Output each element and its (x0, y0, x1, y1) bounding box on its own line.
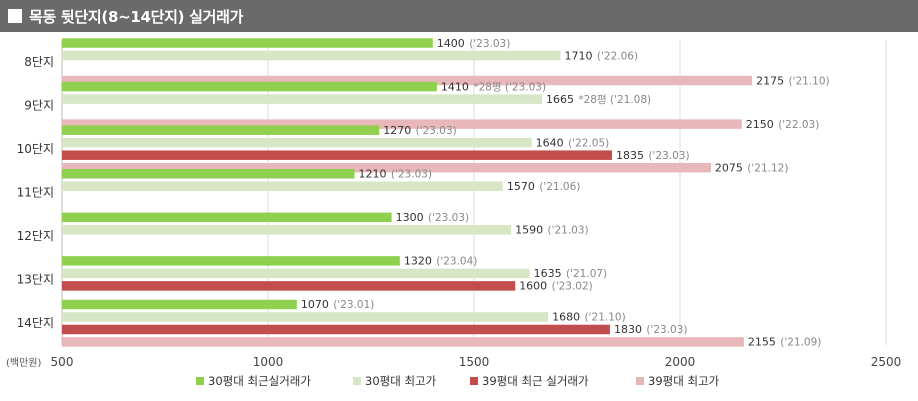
date-note-2-5: ('21.03) (547, 225, 588, 237)
bar-1-7 (62, 299, 297, 310)
bar-2-2 (62, 94, 542, 104)
value-label-2-2: 1665 (546, 93, 574, 106)
category-label-5: 12단지 (17, 229, 54, 243)
date-note-1-3: ('23.03) (416, 125, 457, 137)
x-tick-label-500: 500 (51, 355, 74, 369)
x-tick-label-1500: 1500 (459, 355, 490, 369)
date-note-1-2: *28평 ('23.03) (473, 81, 546, 93)
date-note-1-7: ('23.01) (333, 299, 374, 311)
chart-title: 목동 뒷단지(8~14단지) 실거래가 (29, 7, 244, 26)
value-label-1-3: 1270 (383, 124, 411, 137)
value-label-1-7: 1070 (301, 298, 329, 311)
date-note-4-2: ('22.03) (778, 119, 819, 131)
date-note-1-5: ('23.03) (428, 212, 469, 224)
header-bar: 목동 뒷단지(8~14단지) 실거래가 (0, 0, 918, 32)
value-label-2-4: 1570 (507, 180, 535, 193)
bar-2-5 (62, 225, 512, 235)
bar-1-3 (62, 125, 380, 135)
category-label-2: 9단지 (24, 98, 54, 112)
bar-2-1 (62, 50, 561, 61)
date-note-2-2: *28평 ('21.08) (578, 94, 651, 106)
bar-3-3 (62, 150, 613, 160)
value-label-2-3: 1640 (536, 136, 564, 149)
value-label-4-1: 2175 (756, 74, 784, 87)
bar-2-7 (62, 312, 549, 322)
bar-4-1 (62, 75, 753, 86)
legend-label-1: 30평대 최근실거래가 (208, 374, 311, 388)
category-label-6: 13단지 (17, 273, 54, 287)
bar-2-4 (62, 181, 503, 191)
value-label-1-6: 1320 (404, 255, 432, 268)
date-note-1-6: ('23.04) (436, 256, 477, 268)
date-note-4-7: ('21.09) (780, 337, 821, 349)
legend-label-3: 39평대 최근 실거래가 (482, 374, 589, 388)
category-label-7: 14단지 (17, 316, 54, 330)
date-note-2-1: ('22.06) (597, 50, 638, 62)
value-label-3-7: 1830 (614, 323, 642, 336)
value-label-4-7: 2155 (748, 336, 776, 349)
x-tick-label-2500: 2500 (871, 355, 902, 369)
category-label-3: 10단지 (17, 142, 54, 156)
legend-label-4: 39평대 최고가 (648, 374, 720, 388)
date-note-1-4: ('23.03) (391, 169, 432, 181)
bar-4-3 (62, 162, 711, 173)
date-note-2-3: ('22.05) (568, 137, 609, 149)
category-label-1: 8단지 (24, 55, 54, 69)
value-label-1-1: 1400 (437, 37, 465, 50)
x-tick-label-2000: 2000 (665, 355, 696, 369)
date-note-3-3: ('23.03) (648, 150, 689, 162)
bar-2-6 (62, 268, 530, 279)
bar-1-6 (62, 256, 400, 266)
legend-swatch-4 (636, 377, 644, 385)
date-note-3-7: ('23.03) (646, 324, 687, 336)
legend-label-2: 30평대 최고가 (365, 374, 437, 388)
date-note-2-7: ('21.10) (585, 312, 626, 324)
value-label-2-6: 1635 (534, 267, 562, 280)
date-note-4-1: ('21.10) (789, 75, 830, 87)
date-note-1-1: ('23.03) (469, 38, 510, 50)
bar-3-7 (62, 324, 610, 335)
value-label-1-5: 1300 (396, 211, 424, 224)
bar-2-3 (62, 137, 532, 148)
bar-1-2 (62, 81, 437, 92)
value-label-3-3: 1835 (616, 149, 644, 162)
value-label-3-6: 1600 (519, 280, 547, 293)
x-tick-label-1000: 1000 (253, 355, 284, 369)
legend-swatch-3 (470, 377, 478, 385)
date-note-2-6: ('21.07) (566, 268, 607, 280)
value-label-2-5: 1590 (515, 224, 543, 237)
value-label-4-2: 2150 (746, 118, 774, 131)
bar-1-4 (62, 169, 355, 179)
unit-label: (백만원) (6, 357, 42, 369)
bar-1-5 (62, 212, 392, 223)
bar-1-1 (62, 38, 433, 48)
date-note-2-4: ('21.06) (539, 181, 580, 193)
value-label-4-3: 2075 (715, 161, 743, 174)
bar-4-2 (62, 119, 742, 129)
value-label-2-7: 1680 (552, 311, 580, 324)
bar-3-6 (62, 281, 516, 291)
date-note-3-6: ('23.02) (552, 281, 593, 293)
legend-swatch-2 (353, 377, 361, 385)
date-note-4-3: ('21.12) (747, 162, 788, 174)
bar-4-7 (62, 337, 744, 347)
legend-swatch-1 (196, 377, 204, 385)
value-label-1-4: 1210 (359, 168, 387, 181)
value-label-1-2: 1410 (441, 80, 469, 93)
value-label-2-1: 1710 (565, 49, 593, 62)
category-label-4: 11단지 (17, 186, 54, 200)
square-bullet-icon (8, 9, 22, 23)
